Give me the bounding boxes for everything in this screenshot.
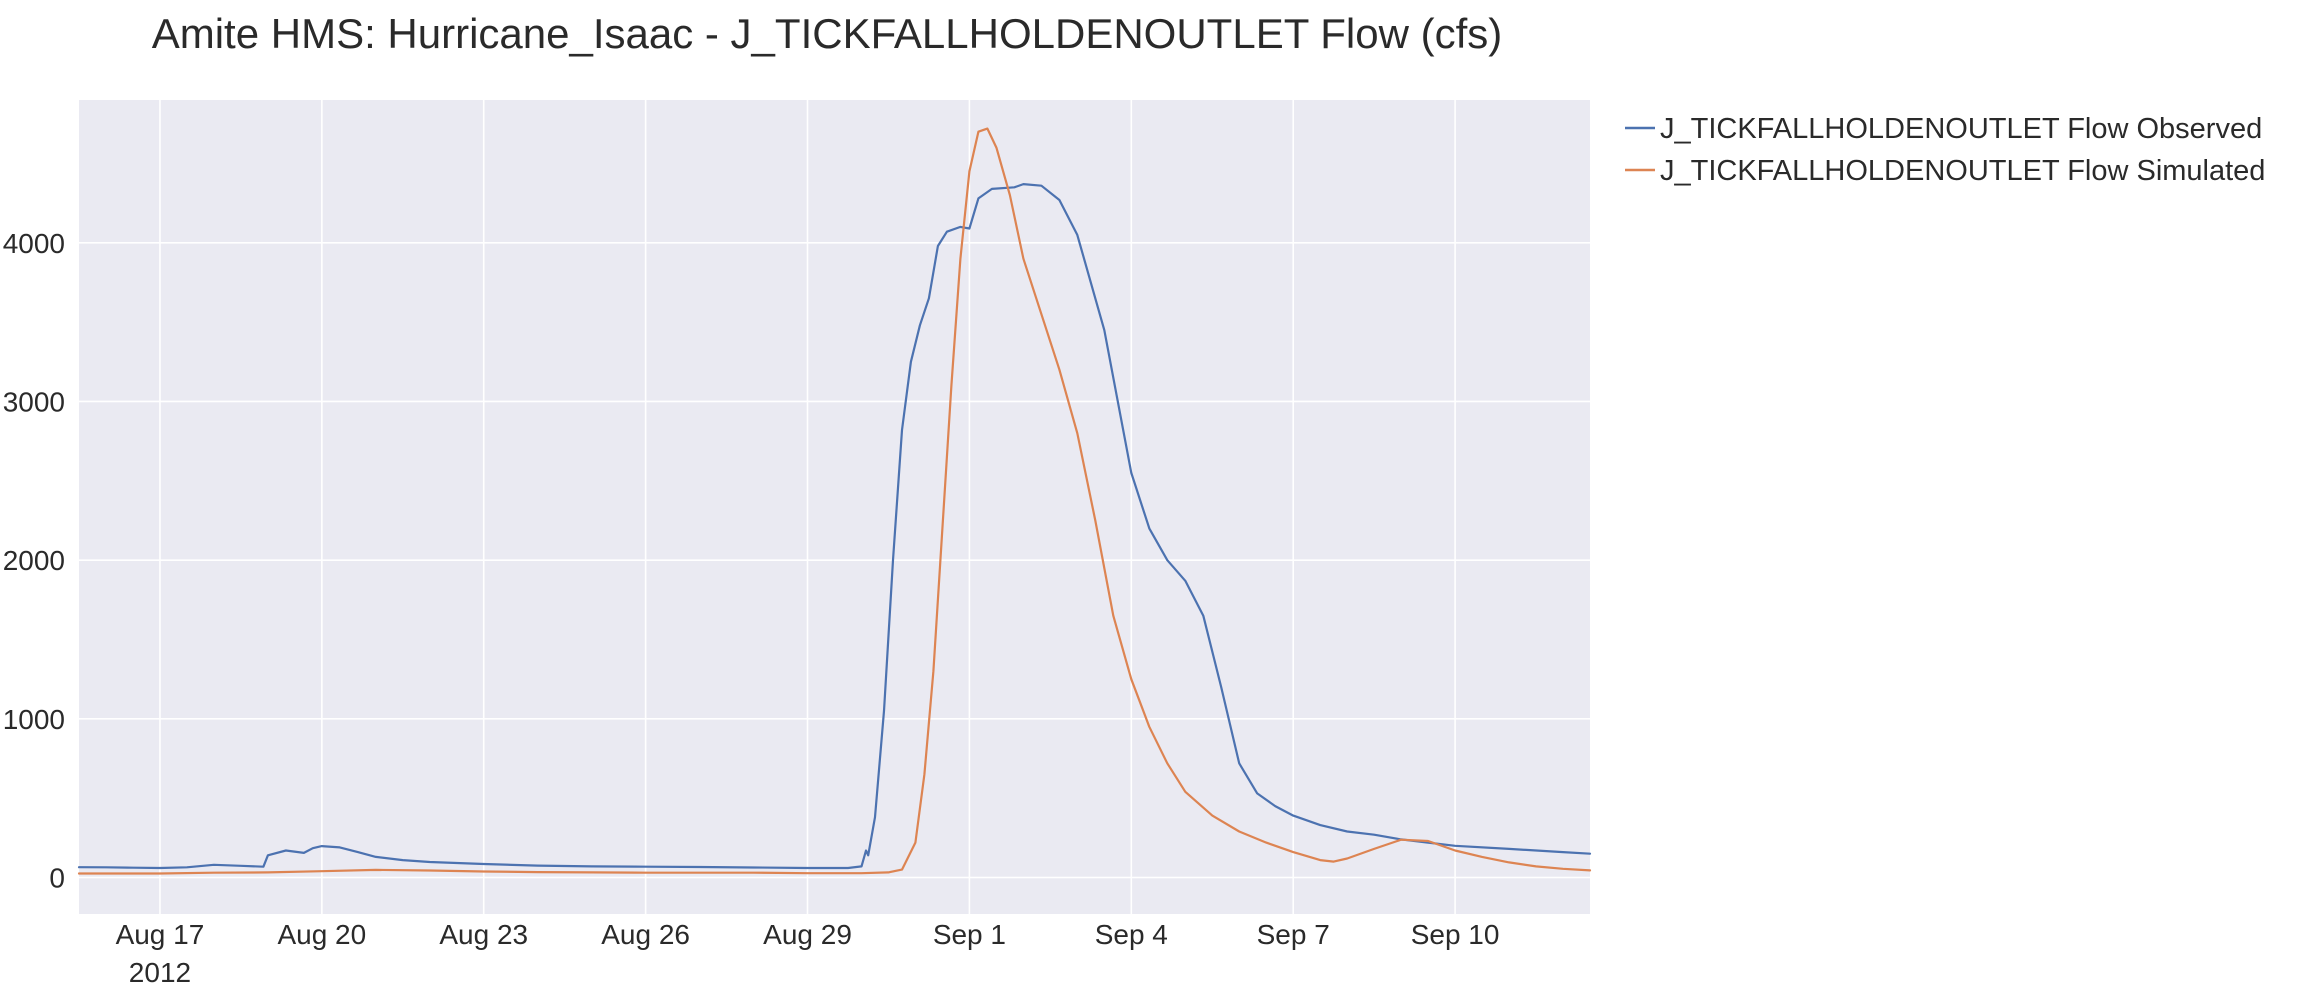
x-tick-label: Sep 7 <box>1257 919 1330 950</box>
x-tick-label: Aug 20 <box>277 919 366 950</box>
x-tick-sublabel: 2012 <box>129 957 191 988</box>
y-axis-ticks: 0 1000 2000 3000 4000 <box>3 228 65 894</box>
x-tick-label: Sep 4 <box>1095 919 1168 950</box>
grid <box>79 100 1590 914</box>
y-tick-label: 4000 <box>3 228 65 259</box>
series-line-observed <box>77 183 1592 870</box>
series-layer <box>77 127 1592 875</box>
y-tick-label: 1000 <box>3 704 65 735</box>
x-tick-label: Aug 17 <box>116 919 205 950</box>
x-tick-label: Aug 29 <box>763 919 852 950</box>
x-tick-label: Aug 26 <box>601 919 690 950</box>
legend: J_TICKFALLHOLDENOUTLET Flow Observed J_TI… <box>1625 113 2265 187</box>
chart-title: Amite HMS: Hurricane_Isaac - J_TICKFALLH… <box>152 10 1503 57</box>
plot-area <box>79 100 1590 914</box>
x-tick-label: Sep 10 <box>1411 919 1500 950</box>
series-line-simulated <box>77 127 1592 875</box>
y-tick-label: 2000 <box>3 545 65 576</box>
y-tick-label: 0 <box>49 863 65 894</box>
y-tick-label: 3000 <box>3 386 65 417</box>
legend-label: J_TICKFALLHOLDENOUTLET Flow Simulated <box>1660 155 2265 187</box>
legend-label: J_TICKFALLHOLDENOUTLET Flow Observed <box>1660 113 2262 145</box>
x-tick-label: Sep 1 <box>933 919 1006 950</box>
x-axis-ticks: Aug 17 2012 Aug 20 Aug 23 Aug 26 Aug 29 Sep 1 S… <box>116 919 1500 988</box>
x-tick-label: Aug 23 <box>439 919 528 950</box>
